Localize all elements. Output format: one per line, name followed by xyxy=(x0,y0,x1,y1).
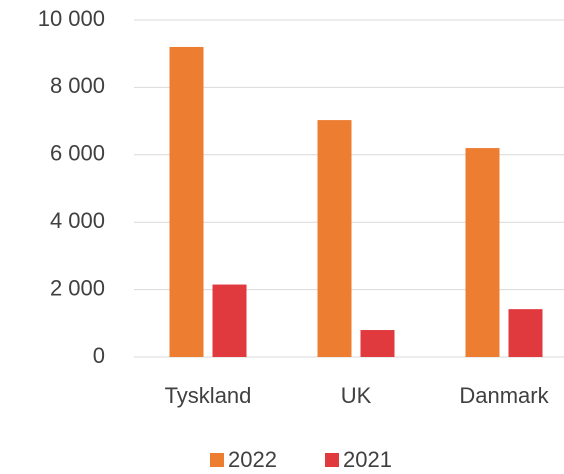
x-tick-label: Tyskland xyxy=(165,383,252,408)
bar xyxy=(465,148,500,357)
y-tick-label: 2 000 xyxy=(50,275,105,300)
legend-label: 2021 xyxy=(343,447,392,472)
bar xyxy=(360,330,395,357)
bar xyxy=(508,309,543,357)
x-tick-label: UK xyxy=(341,383,372,408)
bar xyxy=(169,46,204,358)
y-tick-label: 6 000 xyxy=(50,141,105,166)
bar xyxy=(212,284,247,357)
legend-swatch xyxy=(210,453,224,467)
x-tick-label: Danmark xyxy=(459,383,549,408)
legend-swatch xyxy=(325,453,339,467)
y-tick-label: 4 000 xyxy=(50,208,105,233)
bar xyxy=(317,120,352,358)
y-tick-label: 0 xyxy=(93,343,105,368)
y-tick-label: 10 000 xyxy=(38,6,105,31)
y-tick-label: 8 000 xyxy=(50,73,105,98)
legend-label: 2022 xyxy=(228,447,277,472)
